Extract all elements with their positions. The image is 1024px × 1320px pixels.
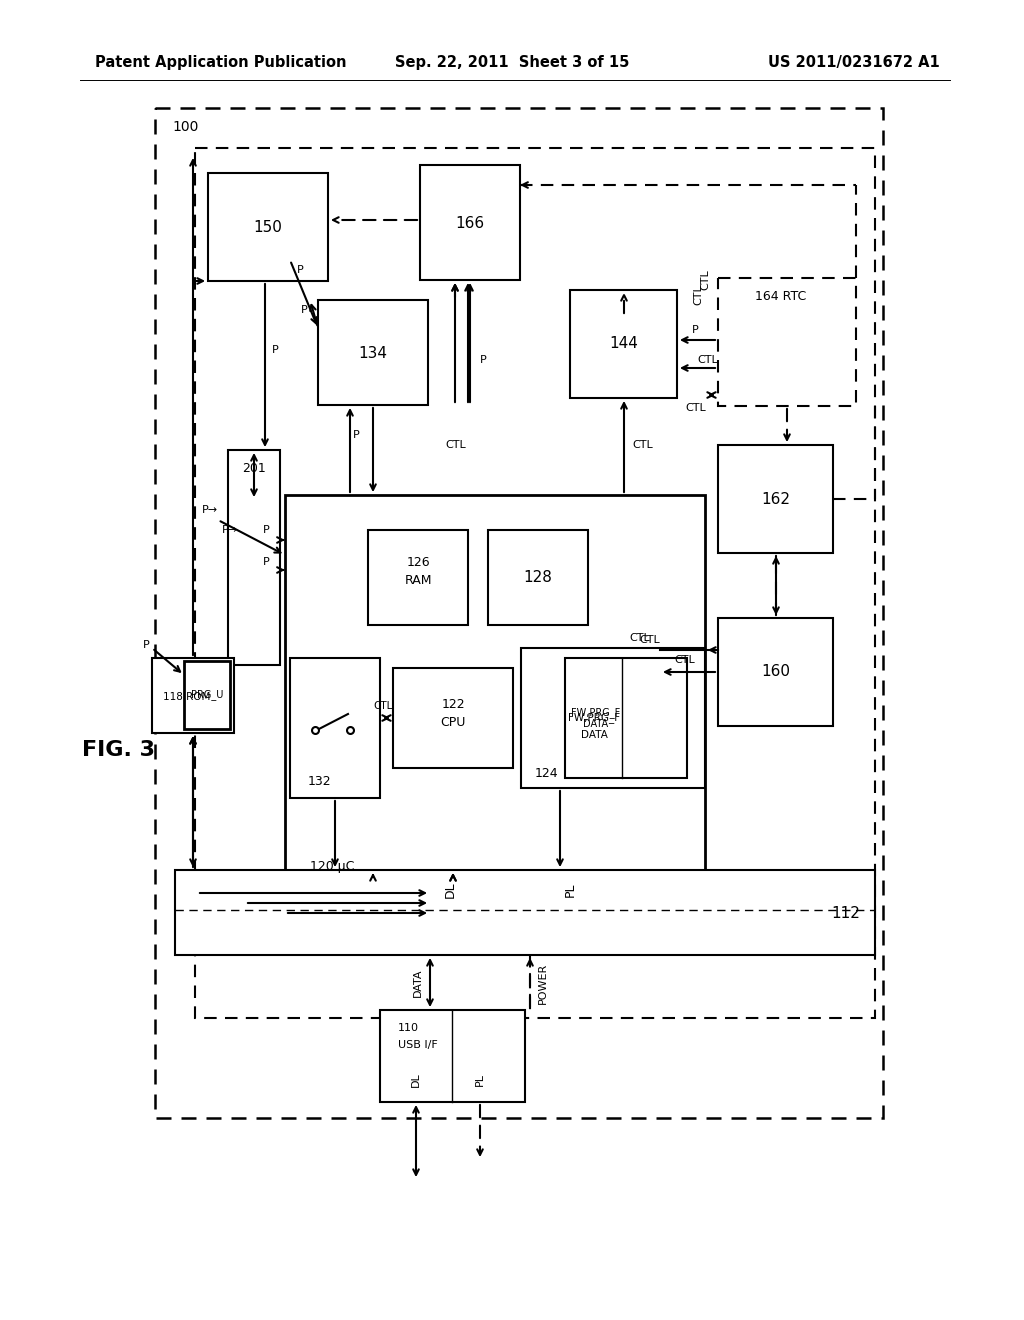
Text: 132: 132 <box>308 775 332 788</box>
Text: USB I/F: USB I/F <box>398 1040 437 1049</box>
Text: P: P <box>353 430 360 440</box>
Text: 126: 126 <box>407 557 430 569</box>
Text: 134: 134 <box>358 346 387 360</box>
Text: CTL: CTL <box>685 403 706 413</box>
Text: 122: 122 <box>441 698 465 711</box>
Bar <box>368 531 468 624</box>
Text: 112: 112 <box>831 906 860 920</box>
Text: Sep. 22, 2011  Sheet 3 of 15: Sep. 22, 2011 Sheet 3 of 15 <box>395 54 629 70</box>
Text: CPU: CPU <box>440 717 466 730</box>
Bar <box>318 300 428 405</box>
Text: CTL: CTL <box>693 285 703 305</box>
Text: 166: 166 <box>456 215 484 231</box>
Text: P: P <box>480 355 486 366</box>
Text: RAM: RAM <box>404 573 432 586</box>
Text: CTL: CTL <box>630 634 650 643</box>
Bar <box>488 531 588 624</box>
Bar <box>228 450 280 665</box>
Text: PL: PL <box>475 1073 485 1086</box>
Text: DL: DL <box>443 882 457 899</box>
Text: 162: 162 <box>762 491 791 507</box>
Bar <box>521 648 705 788</box>
Text: DATA: DATA <box>413 969 423 997</box>
Text: 118 ROM: 118 ROM <box>163 692 210 702</box>
Bar <box>155 108 883 1118</box>
Bar <box>393 668 513 768</box>
Bar <box>718 618 833 726</box>
Text: PRG_U: PRG_U <box>190 689 223 701</box>
Text: P: P <box>297 265 304 275</box>
Text: US 2011/0231672 A1: US 2011/0231672 A1 <box>768 54 940 70</box>
Text: CTL: CTL <box>697 355 718 366</box>
Bar <box>420 165 520 280</box>
Text: DL: DL <box>411 1073 421 1088</box>
Bar <box>380 1010 525 1102</box>
Text: FIG. 3: FIG. 3 <box>82 741 155 760</box>
Bar <box>285 495 705 880</box>
Text: 201: 201 <box>242 462 266 475</box>
Text: 110: 110 <box>398 1023 419 1034</box>
Text: CTL: CTL <box>632 440 652 450</box>
Text: 164 RTC: 164 RTC <box>755 290 806 304</box>
Text: 128: 128 <box>523 570 552 586</box>
Text: CTL: CTL <box>700 269 710 290</box>
Text: 120 μC: 120 μC <box>310 861 354 873</box>
Bar <box>208 173 328 281</box>
Text: 150: 150 <box>254 219 283 235</box>
Text: CTL: CTL <box>445 440 466 450</box>
Text: P: P <box>272 345 279 355</box>
Text: CTL: CTL <box>639 635 660 645</box>
Text: P: P <box>691 325 698 335</box>
Text: P→: P→ <box>222 525 239 535</box>
Bar <box>570 290 677 399</box>
Bar <box>175 870 874 954</box>
Text: 160: 160 <box>762 664 791 680</box>
Bar <box>152 657 234 733</box>
Bar <box>718 279 856 407</box>
Text: 100: 100 <box>172 120 199 135</box>
Text: CTL: CTL <box>675 655 695 665</box>
Text: P: P <box>301 305 308 315</box>
Text: PL: PL <box>563 883 577 898</box>
Text: P: P <box>143 640 150 649</box>
Bar <box>290 657 380 799</box>
Text: DATA: DATA <box>581 730 607 741</box>
Text: POWER: POWER <box>538 962 548 1003</box>
Text: FW,PRG_F
DATA: FW,PRG_F DATA <box>571 706 621 729</box>
Text: FW,PRG_F: FW,PRG_F <box>568 713 621 723</box>
Text: P: P <box>263 557 270 568</box>
Text: P: P <box>263 525 270 535</box>
Text: Patent Application Publication: Patent Application Publication <box>95 54 346 70</box>
Bar <box>184 661 230 729</box>
Text: P→: P→ <box>202 506 218 515</box>
Text: CTL: CTL <box>374 701 392 711</box>
Bar <box>565 657 687 777</box>
Text: 124: 124 <box>535 767 559 780</box>
Bar <box>718 445 833 553</box>
Text: 144: 144 <box>609 337 638 351</box>
Bar <box>195 148 874 1018</box>
